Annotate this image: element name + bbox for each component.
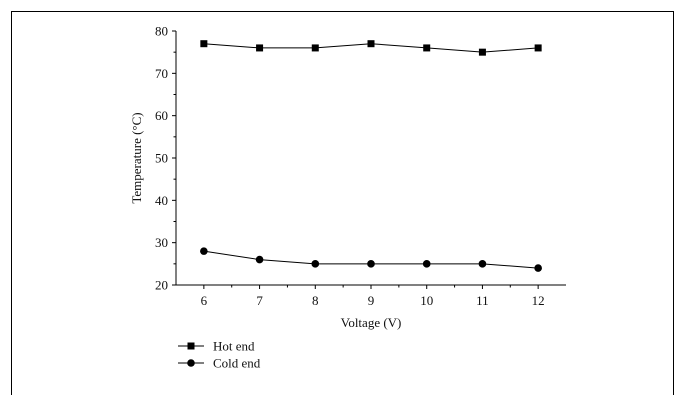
data-point [478,260,487,268]
y-tick-label: 70 [155,66,168,81]
data-point [367,260,375,268]
series-cold-end [200,247,542,272]
data-point [311,44,319,52]
data-point [255,255,264,264]
x-tick-label: 11 [476,293,489,308]
x-tick-label: 8 [312,293,319,308]
data-point [200,247,208,255]
x-tick-label: 9 [368,293,375,308]
data-point [423,44,431,52]
legend-label: Hot end [213,339,255,354]
legend-label: Cold end [213,356,261,371]
legend-marker [187,342,195,350]
legend-item: Cold end [178,356,261,371]
x-tick-label: 6 [201,293,208,308]
data-point [367,40,375,48]
y-tick-label: 80 [155,24,168,39]
legend: Hot end Cold end [178,339,261,371]
y-axis-title: Temperature (°C) [129,112,144,203]
data-point [311,260,320,268]
axes [175,31,566,286]
y-tick-label: 20 [155,278,168,293]
y-ticks: 20 30 40 50 60 70 80 [155,24,176,293]
legend-item: Hot end [178,339,255,354]
series-hot-end [200,40,542,56]
figure-frame [11,11,674,395]
data-point [256,44,264,52]
y-tick-label: 40 [155,193,168,208]
data-point [534,264,542,272]
x-tick-label: 12 [532,293,545,308]
legend-marker [187,359,195,367]
series-layer [200,40,542,272]
data-point [200,40,208,48]
x-tick-label: 7 [256,293,263,308]
y-tick-label: 50 [155,151,168,166]
y-tick-label: 30 [155,235,168,250]
x-ticks: 6 7 8 9 10 11 12 [201,285,545,308]
data-point [534,44,542,52]
x-tick-label: 10 [420,293,433,308]
data-point [422,260,431,268]
y-tick-label: 60 [155,108,168,123]
x-axis-title: Voltage (V) [341,315,402,330]
data-point [478,48,486,56]
